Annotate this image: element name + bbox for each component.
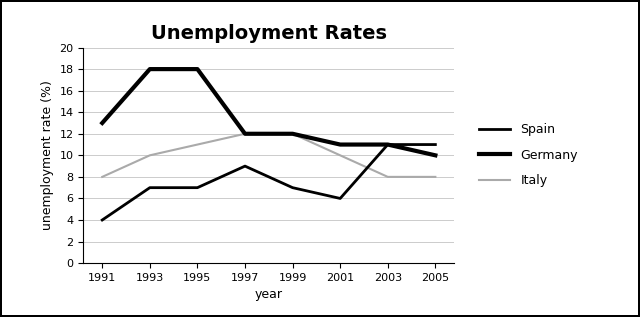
Italy	[241, 132, 249, 136]
Italy	[146, 153, 154, 157]
Title: Unemployment Rates: Unemployment Rates	[151, 24, 387, 43]
Germany	[384, 143, 392, 146]
Spain	[289, 186, 296, 190]
Italy	[99, 175, 106, 179]
Italy	[289, 132, 296, 136]
Italy	[193, 143, 201, 146]
Germany	[241, 132, 249, 136]
Spain	[193, 186, 201, 190]
Line: Spain: Spain	[102, 145, 435, 220]
Spain	[384, 143, 392, 146]
Spain	[146, 186, 154, 190]
Legend: Spain, Germany, Italy: Spain, Germany, Italy	[479, 123, 578, 187]
Spain	[337, 197, 344, 200]
Line: Italy: Italy	[102, 134, 435, 177]
Germany	[193, 67, 201, 71]
Y-axis label: unemployment rate (%): unemployment rate (%)	[41, 81, 54, 230]
Germany	[289, 132, 296, 136]
Spain	[241, 164, 249, 168]
Line: Germany: Germany	[102, 69, 435, 155]
Germany	[99, 121, 106, 125]
Italy	[384, 175, 392, 179]
X-axis label: year: year	[255, 288, 283, 301]
Spain	[431, 143, 439, 146]
Spain	[99, 218, 106, 222]
Italy	[337, 153, 344, 157]
Italy	[431, 175, 439, 179]
Germany	[146, 67, 154, 71]
Germany	[431, 153, 439, 157]
Germany	[337, 143, 344, 146]
